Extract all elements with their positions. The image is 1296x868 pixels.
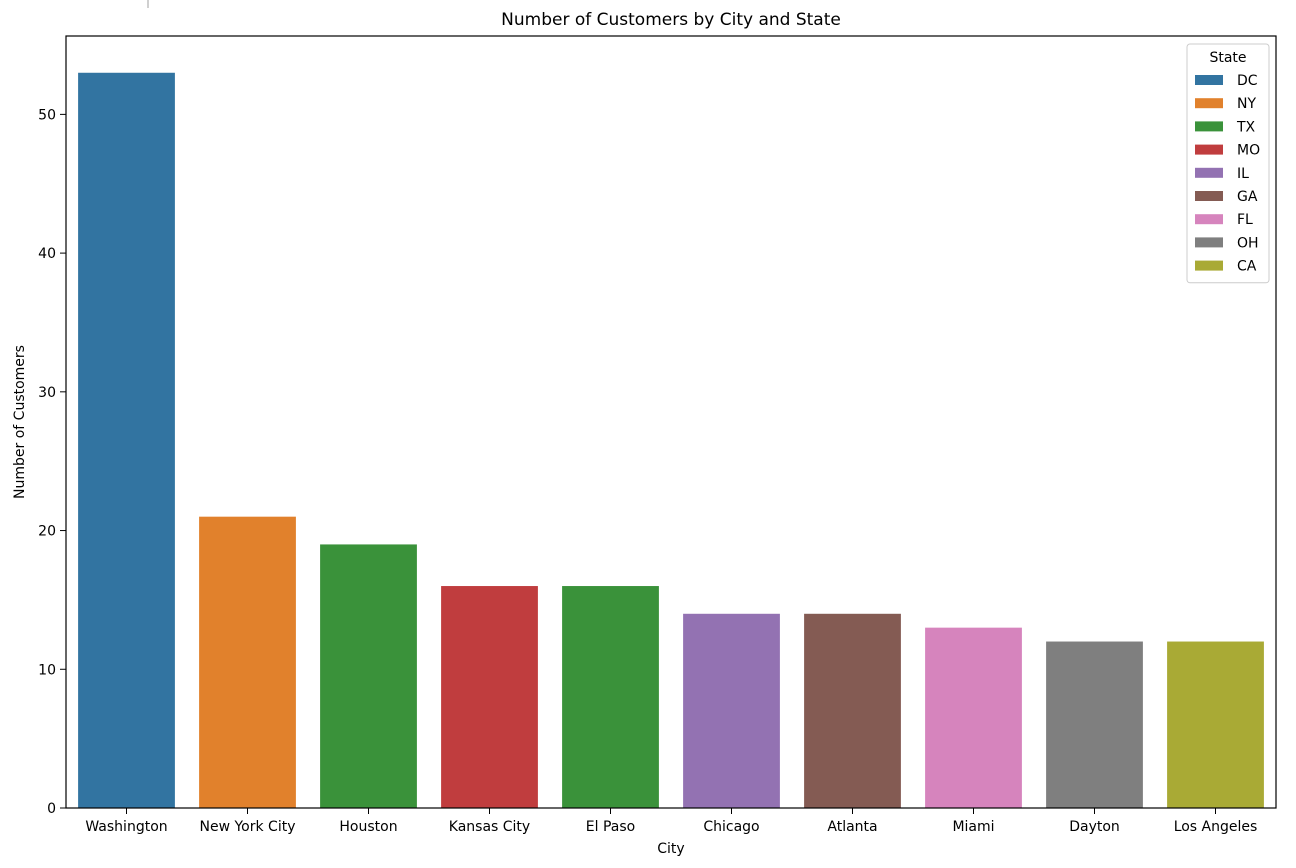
legend-label: NY bbox=[1237, 96, 1256, 112]
bars bbox=[78, 72, 1264, 808]
legend-swatch bbox=[1195, 144, 1223, 155]
plot-frame bbox=[65, 35, 1277, 809]
x-axis-label: City bbox=[657, 841, 684, 857]
chart-title: Number of Customers by City and State bbox=[501, 10, 841, 30]
legend-swatch bbox=[1195, 237, 1223, 248]
y-tick-label: 30 bbox=[38, 385, 56, 401]
bar bbox=[1167, 641, 1264, 808]
x-tick-label: Kansas City bbox=[449, 819, 530, 835]
bar bbox=[804, 613, 901, 808]
legend-swatch bbox=[1195, 75, 1223, 85]
legend-label: IL bbox=[1237, 166, 1249, 182]
legend-swatch bbox=[1195, 98, 1223, 109]
legend-label: DC bbox=[1237, 73, 1258, 89]
x-tick-label: New York City bbox=[200, 819, 296, 835]
legend-label: OH bbox=[1237, 235, 1259, 251]
legend-swatch bbox=[1195, 260, 1223, 271]
y-tick-label: 10 bbox=[38, 662, 56, 678]
y-tick-label: 50 bbox=[38, 107, 56, 123]
legend-label: TX bbox=[1236, 119, 1256, 135]
x-axis: Washington New York City Houston Kansas Cit… bbox=[85, 808, 1257, 835]
legend-label: MO bbox=[1237, 143, 1260, 159]
x-tick-label: El Paso bbox=[586, 819, 635, 835]
x-tick-label: Dayton bbox=[1069, 819, 1120, 835]
bar bbox=[683, 613, 780, 808]
x-tick-label: Houston bbox=[339, 819, 397, 835]
bar bbox=[562, 586, 659, 808]
legend: State DC NY TX MO IL GA FL OH CA bbox=[1186, 43, 1270, 284]
legend-label: FL bbox=[1237, 212, 1253, 228]
bar bbox=[199, 516, 296, 808]
y-tick-label: 40 bbox=[38, 246, 56, 262]
bar bbox=[925, 627, 1022, 808]
x-tick-label: Los Angeles bbox=[1174, 819, 1258, 835]
bar bbox=[1046, 641, 1143, 808]
legend-label: GA bbox=[1237, 189, 1258, 205]
x-tick-label: Chicago bbox=[703, 819, 759, 835]
y-tick-label: 0 bbox=[47, 801, 56, 817]
bar bbox=[441, 586, 538, 808]
y-axis-label: Number of Customers bbox=[12, 345, 28, 499]
x-tick-label: Washington bbox=[85, 819, 167, 835]
legend-swatch bbox=[1195, 121, 1223, 132]
bar bbox=[320, 544, 417, 808]
frame-edge-mark bbox=[147, 0, 149, 8]
x-tick-label: Miami bbox=[952, 819, 994, 835]
legend-swatch bbox=[1195, 167, 1223, 178]
legend-swatch bbox=[1195, 214, 1223, 225]
legend-label: CA bbox=[1237, 259, 1257, 275]
y-axis: 0 10 20 30 40 50 bbox=[38, 107, 66, 817]
legend-title: State bbox=[1209, 50, 1246, 66]
bar bbox=[78, 72, 175, 808]
y-tick-label: 20 bbox=[38, 524, 56, 540]
legend-swatch bbox=[1195, 191, 1223, 201]
x-tick-label: Atlanta bbox=[827, 819, 877, 835]
